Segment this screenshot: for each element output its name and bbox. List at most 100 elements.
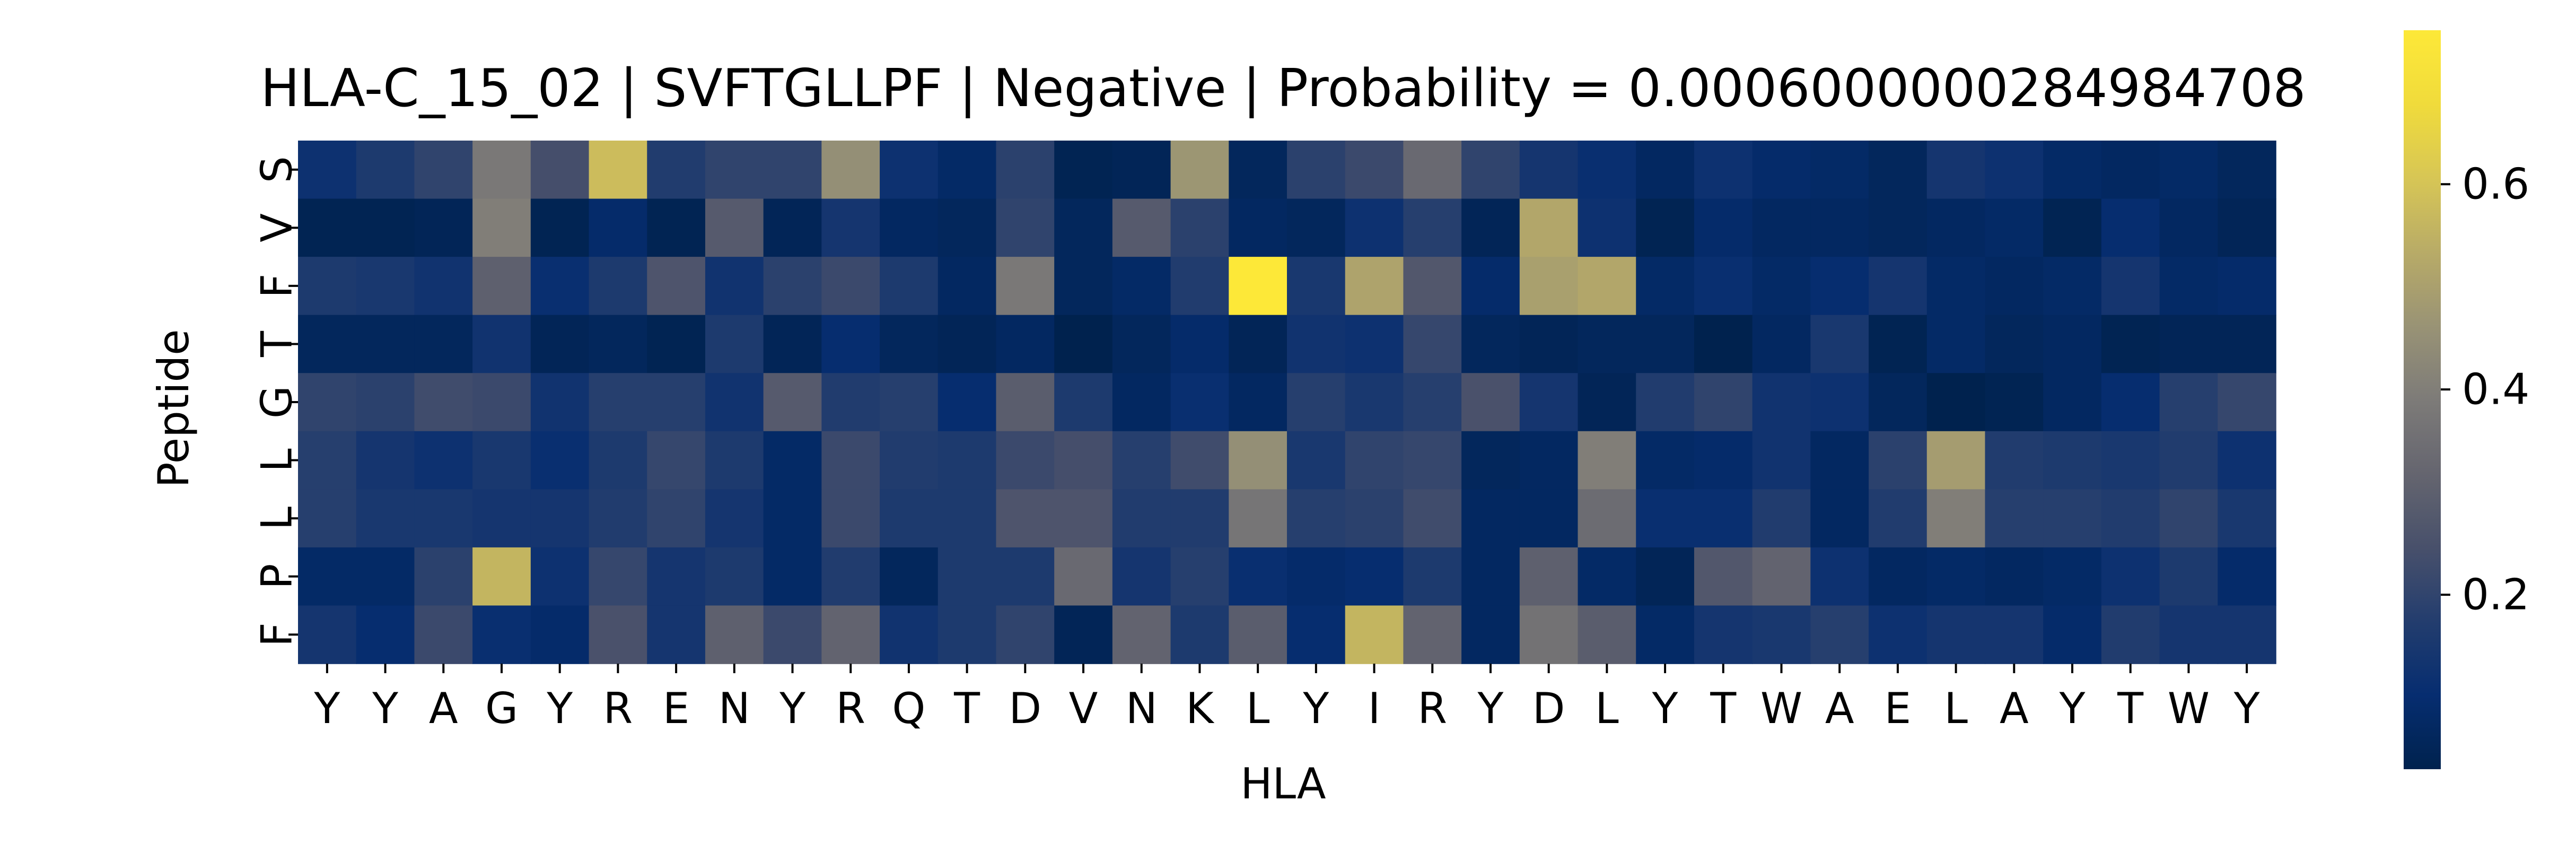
heatmap-cell bbox=[530, 315, 590, 374]
heatmap-cell bbox=[356, 198, 415, 257]
heatmap-cell bbox=[2159, 547, 2219, 606]
heatmap-cell bbox=[1287, 605, 1346, 664]
heatmap-cell bbox=[1287, 315, 1346, 374]
heatmap-cell bbox=[1112, 489, 1171, 548]
heatmap-cell bbox=[1112, 605, 1171, 664]
heatmap-cell bbox=[705, 373, 764, 432]
colorbar: 0.2 0.4 0.6 bbox=[2404, 30, 2529, 769]
heatmap-cell bbox=[1170, 141, 1230, 199]
heatmap-cell bbox=[1636, 141, 1695, 199]
heatmap-cell bbox=[996, 315, 1055, 374]
heatmap-cell bbox=[1461, 315, 1520, 374]
x-tick-label: D bbox=[1532, 684, 1565, 733]
heatmap-cell bbox=[2043, 489, 2102, 548]
heatmap-cell bbox=[1170, 605, 1230, 664]
heatmap-cell bbox=[1112, 373, 1171, 432]
heatmap-cell bbox=[589, 431, 648, 490]
y-tick-label: F bbox=[252, 274, 302, 298]
heatmap-cell bbox=[1461, 257, 1520, 316]
heatmap-cell bbox=[2043, 141, 2102, 199]
heatmap-cell bbox=[937, 431, 997, 490]
heatmap-cell bbox=[530, 547, 590, 606]
heatmap-cell bbox=[821, 315, 880, 374]
heatmap-cell bbox=[1403, 605, 1462, 664]
heatmap-cell bbox=[996, 489, 1055, 548]
heatmap-cell bbox=[1345, 373, 1404, 432]
heatmap-cell bbox=[298, 431, 357, 490]
heatmap-cell bbox=[996, 141, 1055, 199]
heatmap-cell bbox=[530, 141, 590, 199]
heatmap-cell bbox=[937, 373, 997, 432]
x-tick-label: E bbox=[663, 684, 690, 733]
heatmap-cell bbox=[1926, 198, 1986, 257]
heatmap-cell bbox=[705, 431, 764, 490]
colorbar-tick-label: 0.4 bbox=[2462, 365, 2529, 414]
heatmap-cell bbox=[2043, 315, 2102, 374]
heatmap-cell bbox=[2218, 431, 2276, 490]
x-tick-label: G bbox=[485, 684, 518, 733]
heatmap-cell bbox=[647, 605, 706, 664]
heatmap-cell bbox=[1752, 489, 1811, 548]
heatmap-cell bbox=[880, 257, 939, 316]
heatmap-cell bbox=[1170, 373, 1230, 432]
heatmap-cell bbox=[1403, 198, 1462, 257]
heatmap-cell bbox=[2043, 547, 2102, 606]
heatmap-cell bbox=[1054, 141, 1113, 199]
heatmap-cell bbox=[1810, 315, 1869, 374]
heatmap-cell bbox=[1170, 198, 1230, 257]
heatmap-cell bbox=[1578, 141, 1637, 199]
heatmap-cell bbox=[1345, 431, 1404, 490]
heatmap-cell bbox=[2101, 198, 2160, 257]
heatmap-cell bbox=[1869, 373, 1927, 432]
heatmap-cell bbox=[298, 373, 357, 432]
heatmap-cell bbox=[1694, 547, 1753, 606]
heatmap-cell bbox=[1112, 198, 1171, 257]
heatmap-cell bbox=[705, 141, 764, 199]
heatmap-cell bbox=[1054, 373, 1113, 432]
heatmap-cell bbox=[1054, 605, 1113, 664]
heatmap-cell bbox=[1578, 489, 1637, 548]
heatmap-cell bbox=[414, 257, 473, 316]
heatmap-cell bbox=[1694, 489, 1753, 548]
x-tick-label: Y bbox=[546, 684, 573, 733]
heatmap-cell bbox=[1170, 547, 1230, 606]
x-tick-label: Y bbox=[2059, 684, 2086, 733]
heatmap-cell bbox=[1170, 257, 1230, 316]
heatmap-cell bbox=[356, 141, 415, 199]
heatmap-cell bbox=[1636, 257, 1695, 316]
heatmap-cell bbox=[1229, 605, 1287, 664]
heatmap-cell bbox=[298, 547, 357, 606]
heatmap-cell bbox=[1403, 547, 1462, 606]
x-tick-label: Y bbox=[779, 684, 806, 733]
heatmap-cell bbox=[1869, 547, 1927, 606]
heatmap-cell bbox=[1345, 198, 1404, 257]
heatmap-cell bbox=[1578, 547, 1637, 606]
heatmap-cell bbox=[589, 373, 648, 432]
heatmap-cell bbox=[1985, 315, 2044, 374]
chart-title: HLA-C_15_02 | SVFTGLLPF | Negative | Pro… bbox=[260, 58, 2306, 119]
heatmap-cell bbox=[1229, 373, 1287, 432]
heatmap-cell bbox=[2159, 198, 2219, 257]
heatmap-cell bbox=[1752, 431, 1811, 490]
heatmap-cell bbox=[1985, 198, 2044, 257]
heatmap-cell bbox=[763, 315, 822, 374]
heatmap-cell bbox=[1636, 489, 1695, 548]
heatmap-cell bbox=[821, 489, 880, 548]
heatmap-cell bbox=[1578, 315, 1637, 374]
heatmap-cell bbox=[298, 489, 357, 548]
y-tick-label: F bbox=[252, 622, 302, 647]
heatmap-cell bbox=[1869, 489, 1927, 548]
heatmap-cell bbox=[589, 257, 648, 316]
heatmap-cell bbox=[1112, 141, 1171, 199]
heatmap-cell bbox=[880, 489, 939, 548]
x-tick-label: W bbox=[2168, 684, 2210, 733]
heatmap-cell bbox=[414, 198, 473, 257]
heatmap-cell bbox=[1170, 489, 1230, 548]
heatmap-cell bbox=[1926, 257, 1986, 316]
heatmap-cell bbox=[2043, 373, 2102, 432]
heatmap-cell bbox=[1810, 489, 1869, 548]
heatmap-cell bbox=[1519, 257, 1579, 316]
heatmap-cell bbox=[1636, 198, 1695, 257]
x-tick-label: V bbox=[1069, 684, 1098, 733]
heatmap-cell bbox=[414, 547, 473, 606]
